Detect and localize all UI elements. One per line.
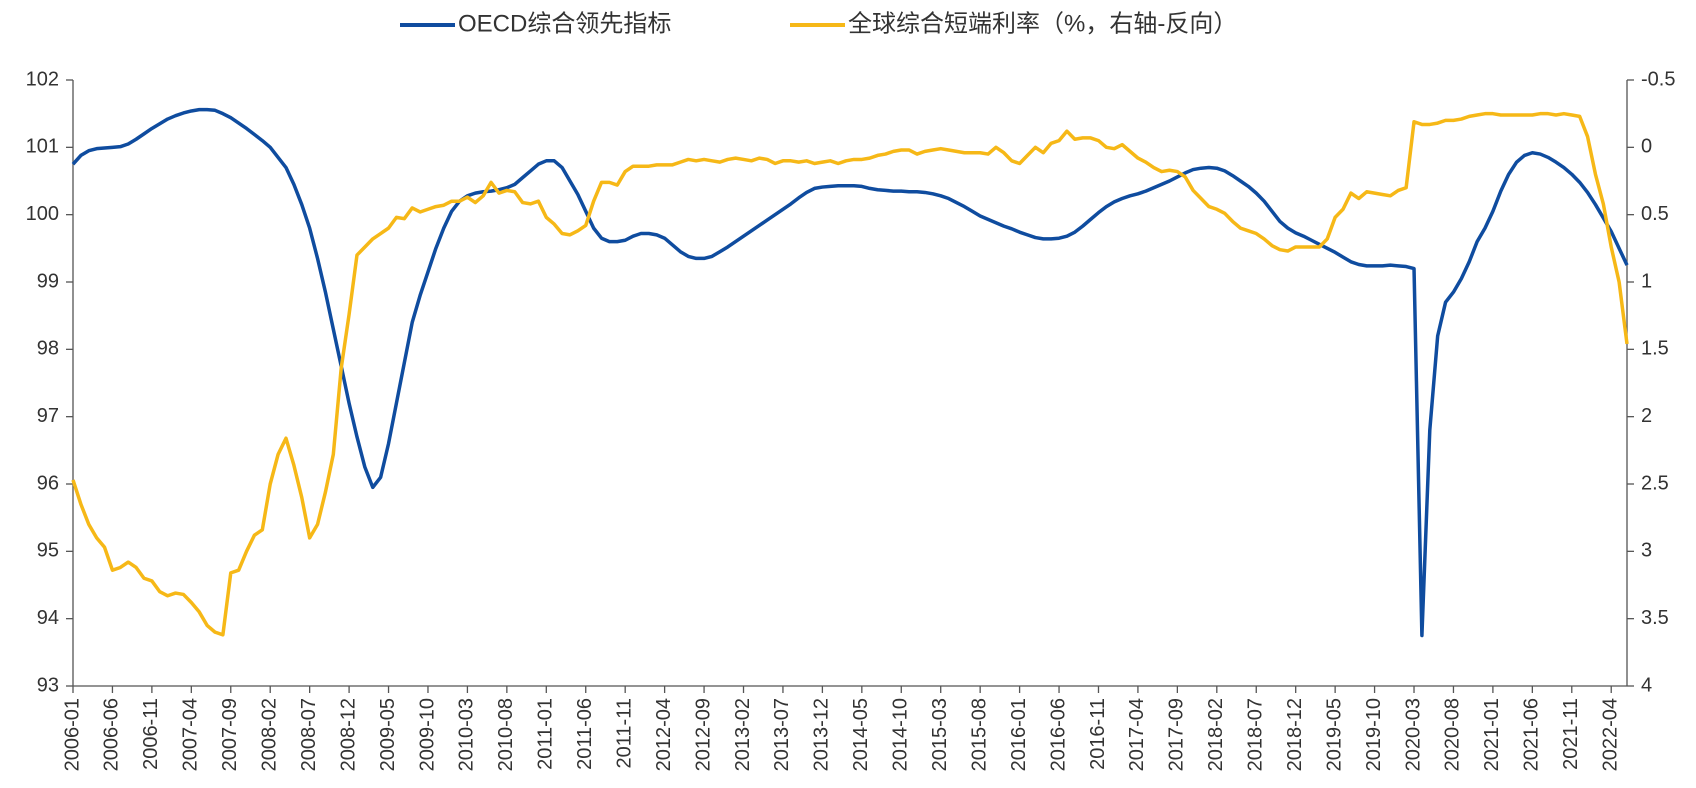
x-tick-label: 2014-05 [850,698,872,771]
y-tick-label: 100 [26,203,59,225]
y-tick-label: 99 [37,270,59,292]
x-tick-label: 2006-06 [101,698,123,771]
x-tick-label: 2017-04 [1126,698,1148,771]
x-tick-label: 2006-01 [61,698,83,771]
x-tick-label: 2018-12 [1284,698,1306,771]
x-tick-label: 2008-02 [258,698,280,771]
x-tick-label: 2021-01 [1481,698,1503,771]
x-tick-label: 2018-07 [1245,698,1267,771]
x-tick-label: 2020-03 [1402,698,1424,771]
y2-tick-label: 0.5 [1641,203,1669,225]
y2-tick-label: 4 [1641,674,1652,696]
y-tick-label: 93 [37,674,59,696]
x-tick-label: 2016-06 [1047,698,1069,771]
y2-tick-label: 1 [1641,270,1652,292]
series-line [71,107,1629,638]
x-tick-label: 2017-09 [1166,698,1188,771]
x-tick-label: 2016-11 [1087,698,1109,770]
y2-tick-label: 3.5 [1641,607,1669,629]
y-tick-label: 102 [26,68,59,90]
x-tick-label: 2022-04 [1600,698,1622,771]
y2-tick-label: 3 [1641,540,1652,562]
x-tick-label: 2021-11 [1560,698,1582,770]
y-tick-label: 95 [37,540,59,562]
x-tick-label: 2011-11 [613,698,635,768]
x-tick-label: 2008-12 [337,698,359,771]
x-tick-label: 2011-01 [535,698,557,770]
x-tick-label: 2013-12 [811,698,833,771]
x-tick-label: 2008-07 [298,698,320,771]
x-tick-label: 2010-03 [456,698,478,771]
x-tick-label: 2009-10 [416,698,438,771]
y2-tick-label: 2 [1641,405,1652,427]
y-tick-label: 97 [37,405,59,427]
x-tick-label: 2015-08 [968,698,990,771]
y-tick-label: 94 [37,607,59,629]
x-tick-label: 2021-06 [1521,698,1543,771]
x-tick-label: 2007-04 [180,698,202,771]
x-tick-label: 2016-01 [1008,698,1030,771]
y-tick-label: 98 [37,338,59,360]
x-tick-label: 2014-10 [890,698,912,771]
x-tick-label: 2018-02 [1205,698,1227,771]
x-tick-label: 2013-07 [771,698,793,771]
x-tick-label: 2013-02 [732,698,754,771]
x-tick-label: 2009-05 [377,698,399,771]
series-line [71,111,1629,637]
x-tick-label: 2019-05 [1323,698,1345,771]
x-tick-label: 2010-08 [495,698,517,771]
y-tick-label: 96 [37,472,59,494]
x-tick-label: 2011-06 [574,698,596,770]
legend-label: OECD综合领先指标 [458,10,671,37]
x-tick-label: 2006-11 [140,698,162,770]
y2-tick-label: 2.5 [1641,472,1669,494]
x-tick-label: 2012-09 [692,698,714,771]
x-tick-label: 2020-08 [1442,698,1464,771]
x-tick-label: 2015-03 [929,698,951,771]
y-tick-label: 101 [26,136,59,158]
y2-tick-label: -0.5 [1641,68,1675,90]
legend-label: 全球综合短端利率（%，右轴-反向） [848,10,1237,37]
x-tick-label: 2019-10 [1363,698,1385,771]
y2-tick-label: 1.5 [1641,338,1669,360]
y2-tick-label: 0 [1641,136,1652,158]
x-tick-label: 2012-04 [653,698,675,771]
x-tick-label: 2007-09 [219,698,241,771]
